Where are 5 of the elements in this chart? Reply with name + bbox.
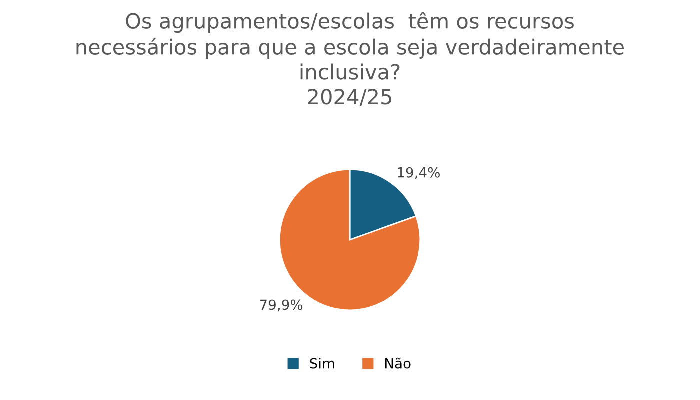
chart-title: Os agrupamentos/escolas têm os recursos necessários para que a escola seja verdadeiramente inclusiva? 2024/25 — [76, 12, 624, 106]
data-label: 19,4% — [398, 167, 440, 180]
legend-label: Não — [385, 358, 411, 369]
data-label: 79,9% — [260, 300, 303, 312]
legend-label: Sim — [310, 358, 334, 369]
